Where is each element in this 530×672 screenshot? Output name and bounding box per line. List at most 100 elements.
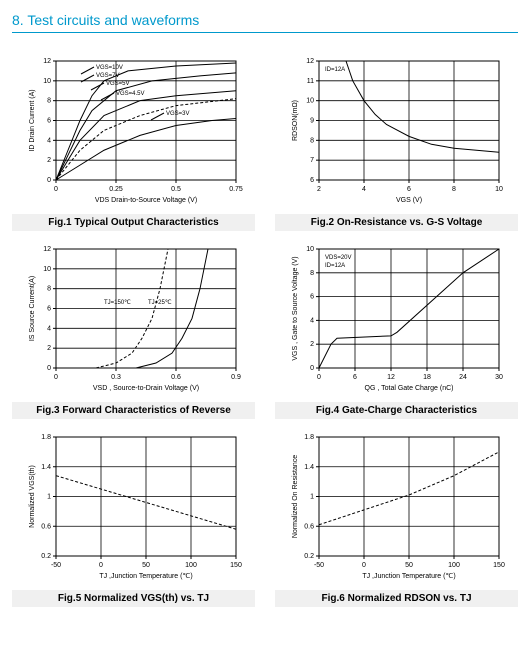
svg-text:VDS Drain-to-Source Voltage (V: VDS Drain-to-Source Voltage (V) bbox=[94, 197, 196, 204]
svg-text:2: 2 bbox=[47, 345, 51, 352]
svg-text:0: 0 bbox=[54, 186, 58, 193]
chart-grid: 00.250.50.75024681012VDS Drain-to-Source… bbox=[12, 53, 518, 607]
svg-text:Normalized VGS(th): Normalized VGS(th) bbox=[29, 465, 36, 528]
svg-text:4: 4 bbox=[362, 186, 366, 193]
svg-text:8: 8 bbox=[47, 98, 51, 105]
svg-text:0.6: 0.6 bbox=[171, 374, 181, 381]
svg-text:12: 12 bbox=[306, 58, 314, 65]
svg-text:-50: -50 bbox=[50, 562, 60, 569]
svg-text:0.9: 0.9 bbox=[231, 374, 241, 381]
svg-text:TJ ,Junction Temperature (℃): TJ ,Junction Temperature (℃) bbox=[99, 573, 192, 580]
chart-6: -50 0 50 100 150 0.2 0.6 1 1.4 1.8 TJ ,Junction Te… bbox=[275, 429, 518, 607]
svg-text:ID=12A: ID=12A bbox=[325, 67, 345, 73]
svg-text:50: 50 bbox=[142, 562, 150, 569]
svg-text:12: 12 bbox=[43, 246, 51, 253]
svg-text:0: 0 bbox=[362, 562, 366, 569]
caption-1: Fig.1 Typical Output Characteristics bbox=[12, 214, 255, 231]
svg-text:6: 6 bbox=[47, 306, 51, 313]
caption-4: Fig.4 Gate-Charge Characteristics bbox=[275, 402, 518, 419]
svg-text:10: 10 bbox=[495, 186, 503, 193]
svg-text:7: 7 bbox=[310, 157, 314, 164]
svg-text:RDSON(mΩ): RDSON(mΩ) bbox=[292, 100, 299, 141]
svg-text:8: 8 bbox=[47, 286, 51, 293]
caption-3: Fig.3 Forward Characteristics of Reverse bbox=[12, 402, 255, 419]
svg-text:0.2: 0.2 bbox=[41, 553, 51, 560]
svg-text:TJ=25℃: TJ=25℃ bbox=[148, 300, 172, 306]
chart-5: -500501001500.20.611.41.8TJ ,Junction Te… bbox=[12, 429, 255, 607]
svg-text:ID Drain Current (A): ID Drain Current (A) bbox=[29, 89, 36, 151]
svg-text:10: 10 bbox=[306, 246, 314, 253]
svg-text:0: 0 bbox=[47, 177, 51, 184]
chart-4: 06121824300246810QG , Total Gate Charge … bbox=[275, 241, 518, 419]
svg-text:0.3: 0.3 bbox=[111, 374, 121, 381]
svg-text:6: 6 bbox=[310, 177, 314, 184]
svg-text:VGS=7V: VGS=7V bbox=[96, 73, 120, 79]
svg-text:11: 11 bbox=[306, 78, 313, 85]
svg-text:VSD , Source-to-Drain Voltage: VSD , Source-to-Drain Voltage (V) bbox=[92, 385, 198, 392]
svg-text:50: 50 bbox=[405, 562, 413, 569]
svg-text:1.4: 1.4 bbox=[41, 464, 51, 471]
svg-text:0.2: 0.2 bbox=[304, 553, 314, 560]
svg-text:100: 100 bbox=[185, 562, 197, 569]
svg-text:0.75: 0.75 bbox=[229, 186, 243, 193]
svg-text:1.8: 1.8 bbox=[41, 434, 51, 441]
svg-text:150: 150 bbox=[230, 562, 242, 569]
svg-text:-50: -50 bbox=[313, 562, 323, 569]
svg-text:2: 2 bbox=[317, 186, 321, 193]
svg-text:18: 18 bbox=[423, 374, 431, 381]
svg-text:QG , Total Gate Charge (nC): QG , Total Gate Charge (nC) bbox=[364, 385, 453, 392]
svg-text:VGS , Gate to Source Voltage (: VGS , Gate to Source Voltage (V) bbox=[292, 256, 299, 360]
svg-text:0.6: 0.6 bbox=[41, 523, 51, 530]
svg-text:8: 8 bbox=[452, 186, 456, 193]
svg-text:10: 10 bbox=[43, 266, 51, 273]
svg-text:10: 10 bbox=[43, 78, 51, 85]
chart-2: 2 4 6 8 10 6 7 8 9 10 11 12 VGS (V) RDSON(mΩ) ID=12A Fi… bbox=[275, 53, 518, 231]
svg-text:TJ=150℃: TJ=150℃ bbox=[104, 300, 131, 306]
svg-text:2: 2 bbox=[47, 157, 51, 164]
svg-text:1.8: 1.8 bbox=[304, 434, 314, 441]
svg-text:VGS=10V: VGS=10V bbox=[96, 65, 123, 71]
svg-text:4: 4 bbox=[310, 317, 314, 324]
svg-text:6: 6 bbox=[310, 294, 314, 301]
svg-text:0: 0 bbox=[317, 374, 321, 381]
svg-text:1.4: 1.4 bbox=[304, 464, 314, 471]
svg-text:12: 12 bbox=[387, 374, 395, 381]
svg-text:Normalized On Resistance: Normalized On Resistance bbox=[292, 455, 299, 538]
svg-text:6: 6 bbox=[47, 118, 51, 125]
svg-text:4: 4 bbox=[47, 325, 51, 332]
chart-1: 0 0.25 0.5 0.75 0 2 4 6 8 10 12 VDS Drain-to-Source… bbox=[12, 53, 255, 231]
svg-text:0.6: 0.6 bbox=[304, 523, 314, 530]
svg-text:100: 100 bbox=[448, 562, 460, 569]
svg-text:VGS=4.5V: VGS=4.5V bbox=[116, 91, 145, 97]
svg-text:1: 1 bbox=[310, 494, 314, 501]
svg-text:8: 8 bbox=[310, 137, 314, 144]
svg-text:150: 150 bbox=[493, 562, 505, 569]
svg-text:2: 2 bbox=[310, 341, 314, 348]
chart-3: 0 0.3 0.6 0.9 0 2 4 6 8 10 12 VSD , Source-to-Drain… bbox=[12, 241, 255, 419]
svg-text:10: 10 bbox=[306, 98, 314, 105]
svg-text:0.5: 0.5 bbox=[171, 186, 181, 193]
caption-5: Fig.5 Normalized VGS(th) vs. TJ bbox=[12, 590, 255, 607]
svg-text:0: 0 bbox=[47, 365, 51, 372]
svg-text:VGS (V): VGS (V) bbox=[395, 197, 421, 204]
svg-text:4: 4 bbox=[47, 137, 51, 144]
svg-text:VGS=5V: VGS=5V bbox=[106, 81, 130, 87]
svg-text:IS Source Current(A): IS Source Current(A) bbox=[29, 276, 36, 341]
svg-text:ID=12A: ID=12A bbox=[325, 263, 345, 269]
svg-text:TJ ,Junction Temperature (℃): TJ ,Junction Temperature (℃) bbox=[362, 573, 455, 580]
svg-text:24: 24 bbox=[459, 374, 467, 381]
caption-6: Fig.6 Normalized RDSON vs. TJ bbox=[275, 590, 518, 607]
svg-text:8: 8 bbox=[310, 270, 314, 277]
svg-text:9: 9 bbox=[310, 118, 314, 125]
caption-2: Fig.2 On-Resistance vs. G-S Voltage bbox=[275, 214, 518, 231]
svg-text:0.25: 0.25 bbox=[109, 186, 123, 193]
svg-text:30: 30 bbox=[495, 374, 503, 381]
svg-text:6: 6 bbox=[353, 374, 357, 381]
svg-text:VGS=3V: VGS=3V bbox=[166, 111, 190, 117]
svg-text:0: 0 bbox=[54, 374, 58, 381]
svg-text:0: 0 bbox=[310, 365, 314, 372]
section-title: 8. Test circuits and waveforms bbox=[12, 12, 518, 33]
svg-text:12: 12 bbox=[43, 58, 51, 65]
svg-text:6: 6 bbox=[407, 186, 411, 193]
svg-text:VDS=20V: VDS=20V bbox=[325, 255, 352, 261]
